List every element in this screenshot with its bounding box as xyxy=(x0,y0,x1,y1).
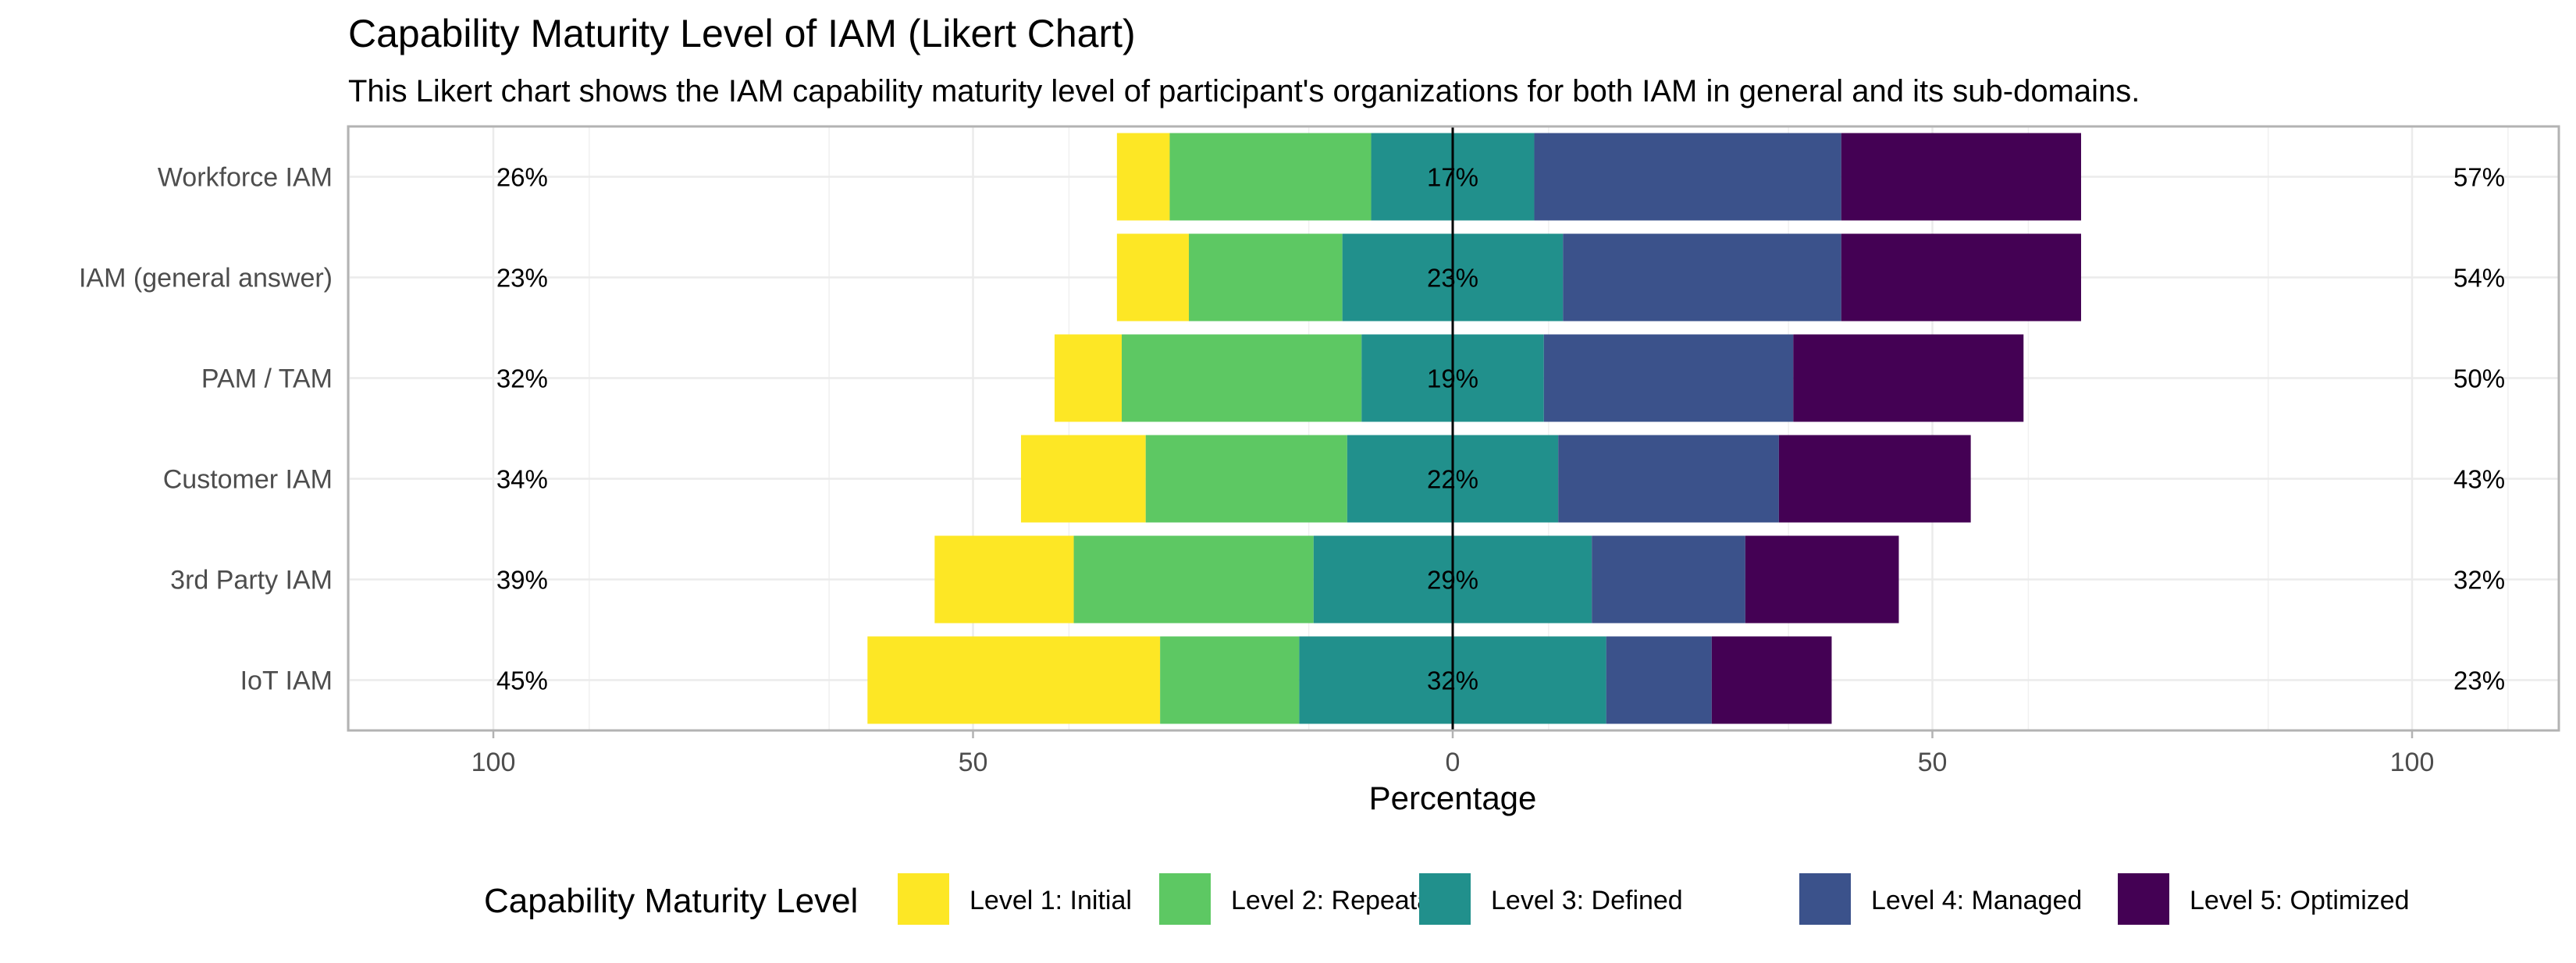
bar-segment xyxy=(1563,233,1841,322)
left-percent-label: 45% xyxy=(496,666,548,695)
x-tick-label: 0 xyxy=(1446,748,1461,777)
legend-key xyxy=(898,873,949,925)
bar-segment xyxy=(934,535,1074,624)
legend-key xyxy=(2118,873,2169,925)
chart-subtitle: This Likert chart shows the IAM capabili… xyxy=(348,74,2140,108)
bar-segment xyxy=(1116,133,1170,221)
bar-segment xyxy=(1169,133,1372,221)
bar-segment xyxy=(1841,233,2081,322)
bar-segment xyxy=(1160,636,1300,724)
bar-segment xyxy=(1189,233,1343,322)
left-percent-label: 32% xyxy=(496,364,548,393)
legend-title: Capability Maturity Level xyxy=(484,882,858,920)
category-label: IoT IAM xyxy=(240,666,333,696)
category-label: Workforce IAM xyxy=(158,163,333,193)
axes: Workforce IAM IAM (general answer) PAM / T… xyxy=(79,125,2560,777)
category-label: PAM / TAM xyxy=(201,364,333,394)
bar-segment xyxy=(867,636,1161,724)
right-percent-label: 43% xyxy=(2453,465,2505,494)
legend: Capability Maturity Level Level 1: Initia… xyxy=(484,873,2410,925)
bar-segment xyxy=(1793,334,2024,422)
bar-segment xyxy=(1121,334,1362,422)
bar-segment xyxy=(1745,535,1899,624)
left-percent-label: 26% xyxy=(496,163,548,192)
bar-segment xyxy=(1534,133,1841,221)
category-label: Customer IAM xyxy=(163,465,333,495)
x-tick-label: 100 xyxy=(2390,748,2435,777)
bar-segment xyxy=(1054,334,1122,422)
right-percent-label: 54% xyxy=(2453,264,2505,293)
legend-key xyxy=(1419,873,1471,925)
bar-segment xyxy=(1543,334,1794,422)
bars xyxy=(867,133,2081,724)
category-label: IAM (general answer) xyxy=(79,264,333,293)
right-percent-label: 23% xyxy=(2453,666,2505,695)
bar-segment xyxy=(1558,435,1779,523)
bar-segment xyxy=(1778,435,1971,523)
right-percent-label: 50% xyxy=(2453,364,2505,393)
bar-segment xyxy=(1606,636,1712,724)
legend-key xyxy=(1159,873,1211,925)
legend-label: Level 4: Managed xyxy=(1871,886,2082,915)
bar-segment xyxy=(1711,636,1832,724)
legend-label: Level 1: Initial xyxy=(970,886,1132,915)
x-axis-title: Percentage xyxy=(1369,780,1537,816)
legend-label: Level 5: Optimized xyxy=(2190,886,2410,915)
legend-label: Level 3: Defined xyxy=(1491,886,1683,915)
legend-key xyxy=(1799,873,1851,925)
right-percent-label: 32% xyxy=(2453,566,2505,595)
right-percent-label: 57% xyxy=(2453,163,2505,192)
left-percent-label: 23% xyxy=(496,264,548,293)
bar-segment xyxy=(1592,535,1745,624)
bar-segment xyxy=(1020,435,1146,523)
bar-segment xyxy=(1073,535,1314,624)
bar-segment xyxy=(1145,435,1347,523)
x-tick-label: 50 xyxy=(959,748,988,777)
left-percent-label: 34% xyxy=(496,465,548,494)
left-percent-label: 39% xyxy=(496,566,548,595)
x-tick-label: 100 xyxy=(471,748,516,777)
x-tick-label: 50 xyxy=(1918,748,1948,777)
category-label: 3rd Party IAM xyxy=(170,566,333,595)
bar-segment xyxy=(1841,133,2081,221)
chart-title: Capability Maturity Level of IAM (Likert… xyxy=(348,12,1136,55)
bar-segment xyxy=(1116,233,1190,322)
